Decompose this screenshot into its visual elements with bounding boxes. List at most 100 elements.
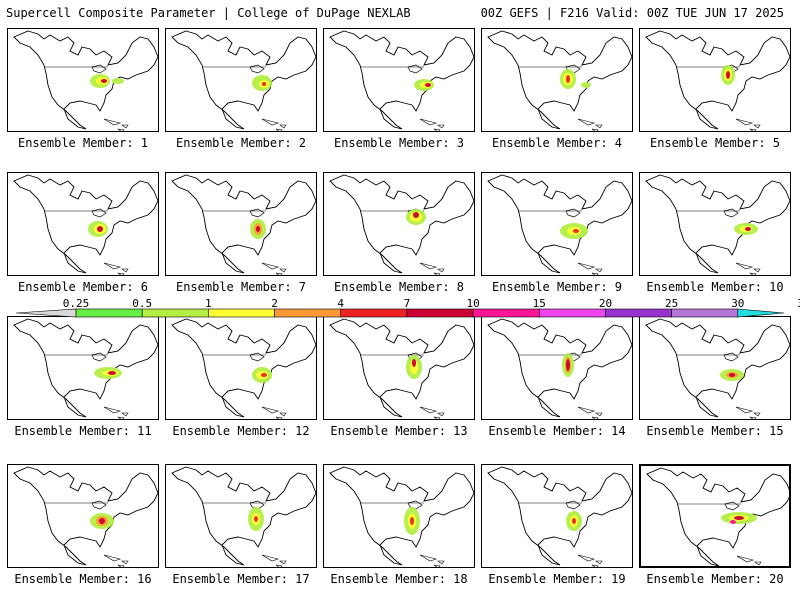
- colorbar-segment: [75, 308, 143, 318]
- panel-label: Ensemble Member: 18: [330, 572, 468, 586]
- caribbean-island: [577, 554, 596, 562]
- ensemble-panel-4[interactable]: [481, 28, 633, 132]
- panel-label: Ensemble Member: 15: [646, 424, 784, 438]
- colorbar-tick-label: 30: [731, 297, 745, 310]
- ensemble-panel-8[interactable]: [323, 172, 475, 276]
- coastline: [645, 30, 790, 130]
- caribbean-island: [279, 268, 287, 273]
- caribbean-island: [735, 262, 754, 270]
- colorbar-segment: [340, 308, 408, 318]
- panel-label: Ensemble Member: 6: [17, 280, 149, 294]
- map-canvas: [329, 30, 474, 131]
- map-canvas: [13, 466, 158, 567]
- page-title: Supercell Composite Parameter | College …: [6, 6, 411, 20]
- scp-contour: [572, 518, 576, 524]
- scp-contour: [566, 359, 570, 371]
- ensemble-panel-14[interactable]: [481, 316, 633, 420]
- coastline: [171, 174, 316, 274]
- map-canvas: [171, 174, 316, 275]
- colorbar-tick-label: 10: [466, 297, 480, 310]
- ensemble-panel-10[interactable]: [639, 172, 791, 276]
- scp-contour: [108, 371, 116, 375]
- great-lakes: [724, 501, 740, 511]
- ensemble-panel-16[interactable]: [7, 464, 159, 568]
- caribbean-island: [121, 412, 129, 417]
- caribbean-island: [437, 560, 445, 565]
- scp-contour: [581, 82, 591, 88]
- map-canvas: [171, 318, 316, 419]
- ensemble-panel-17[interactable]: [165, 464, 317, 568]
- great-lakes: [407, 64, 423, 74]
- colorbar-tick-label: 0.5: [132, 297, 153, 310]
- ensemble-panel-3[interactable]: [323, 28, 475, 132]
- caribbean-island: [275, 416, 283, 419]
- colorbar-segment: [208, 308, 275, 318]
- caribbean-island: [275, 128, 283, 131]
- colorbar-tick-label: 2: [271, 297, 278, 310]
- panel-label: Ensemble Member: 13: [330, 424, 468, 438]
- caribbean-island: [591, 564, 599, 567]
- coastline: [329, 30, 474, 130]
- color-scale-bar: [15, 308, 785, 318]
- caribbean-island: [261, 262, 280, 270]
- ensemble-panel-2[interactable]: [165, 28, 317, 132]
- map-canvas: [13, 318, 158, 419]
- great-lakes: [249, 64, 265, 74]
- map-canvas: [171, 466, 316, 567]
- coastline: [171, 466, 316, 566]
- map-canvas: [13, 174, 158, 275]
- caribbean-island: [117, 564, 125, 567]
- great-lakes: [249, 208, 265, 218]
- caribbean-island: [121, 560, 129, 565]
- caribbean-island: [419, 118, 438, 126]
- colorbar-tick-label: 25: [665, 297, 679, 310]
- panel-label: Ensemble Member: 9: [491, 280, 623, 294]
- panel-label: Ensemble Member: 10: [646, 280, 784, 294]
- panel-label: Ensemble Member: 7: [175, 280, 307, 294]
- panel-label: Ensemble Member: 3: [333, 136, 465, 150]
- caribbean-island: [437, 124, 445, 129]
- ensemble-panel-7[interactable]: [165, 172, 317, 276]
- panel-label: Ensemble Member: 14: [488, 424, 626, 438]
- panel-label: Ensemble Member: 11: [14, 424, 152, 438]
- scp-contour: [573, 229, 579, 233]
- ensemble-panel-11[interactable]: [7, 316, 159, 420]
- caribbean-island: [591, 416, 599, 419]
- colorbar-segment: [406, 308, 474, 318]
- caribbean-island: [117, 272, 125, 275]
- colorbar-tick-label: 7: [403, 297, 411, 310]
- caribbean-island: [749, 272, 757, 275]
- ensemble-panel-19[interactable]: [481, 464, 633, 568]
- caribbean-island: [103, 262, 122, 270]
- caribbean-island: [749, 416, 757, 419]
- ensemble-panel-1[interactable]: [7, 28, 159, 132]
- colorbar-segment: [737, 308, 785, 318]
- ensemble-panel-12[interactable]: [165, 316, 317, 420]
- great-lakes: [91, 64, 107, 74]
- scp-contour: [745, 227, 751, 231]
- coastline: [329, 318, 474, 418]
- ensemble-panel-20[interactable]: [639, 464, 791, 568]
- great-lakes: [723, 208, 739, 218]
- caribbean-island: [103, 406, 122, 414]
- map-canvas: [171, 30, 316, 131]
- scp-contour: [729, 373, 735, 377]
- colorbar-tick-label: 1: [205, 297, 212, 310]
- map-canvas: [13, 30, 158, 131]
- colorbar-tick-label: 0.25: [62, 297, 90, 310]
- scp-contour: [726, 71, 730, 79]
- scp-contour: [101, 79, 107, 83]
- caribbean-island: [735, 406, 754, 414]
- ensemble-panel-9[interactable]: [481, 172, 633, 276]
- ensemble-panel-6[interactable]: [7, 172, 159, 276]
- panel-label: Ensemble Member: 1: [17, 136, 149, 150]
- coastline: [171, 318, 316, 418]
- ensemble-panel-18[interactable]: [323, 464, 475, 568]
- ensemble-panel-13[interactable]: [323, 316, 475, 420]
- ensemble-panel-5[interactable]: [639, 28, 791, 132]
- great-lakes: [249, 352, 265, 362]
- ensemble-panel-15[interactable]: [639, 316, 791, 420]
- caribbean-island: [437, 412, 445, 417]
- great-lakes: [407, 500, 423, 510]
- colorbar-segment: [15, 308, 77, 318]
